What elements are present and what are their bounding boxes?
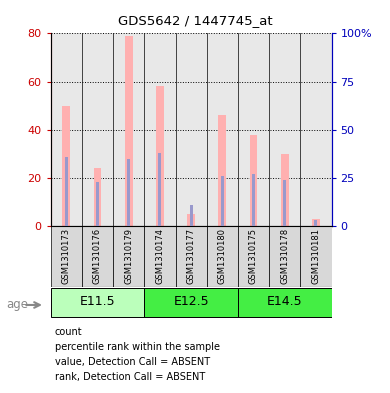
Bar <box>187 214 195 226</box>
Text: GSM1310177: GSM1310177 <box>186 228 196 285</box>
Text: percentile rank within the sample: percentile rank within the sample <box>55 342 220 352</box>
Bar <box>300 33 332 226</box>
Bar <box>238 226 269 287</box>
Bar <box>125 36 133 226</box>
Text: GSM1310176: GSM1310176 <box>93 228 102 285</box>
Bar <box>252 174 255 226</box>
Bar <box>190 205 193 226</box>
Bar <box>281 154 289 226</box>
Bar <box>156 86 164 226</box>
Bar <box>207 226 238 287</box>
Bar <box>144 33 176 226</box>
Text: GSM1310181: GSM1310181 <box>311 228 321 285</box>
Text: GSM1310174: GSM1310174 <box>155 228 165 285</box>
Bar <box>144 226 176 287</box>
Bar <box>176 33 207 226</box>
Text: GSM1310179: GSM1310179 <box>124 228 133 285</box>
Bar <box>113 226 144 287</box>
Bar <box>158 153 161 226</box>
Text: GSM1310180: GSM1310180 <box>218 228 227 285</box>
Bar <box>238 288 332 317</box>
Bar <box>283 180 286 226</box>
Text: GSM1310175: GSM1310175 <box>249 228 258 285</box>
Bar <box>62 106 70 226</box>
Bar <box>82 33 113 226</box>
Bar <box>314 220 317 226</box>
Text: E11.5: E11.5 <box>80 296 115 309</box>
Bar <box>94 168 101 226</box>
Text: GDS5642 / 1447745_at: GDS5642 / 1447745_at <box>118 14 272 27</box>
Text: rank, Detection Call = ABSENT: rank, Detection Call = ABSENT <box>55 372 205 382</box>
Text: E14.5: E14.5 <box>267 296 303 309</box>
Bar <box>218 115 226 226</box>
Bar <box>250 134 257 226</box>
Bar <box>127 158 130 226</box>
Bar <box>113 33 144 226</box>
Bar <box>207 33 238 226</box>
Text: age: age <box>6 298 28 311</box>
Text: E12.5: E12.5 <box>173 296 209 309</box>
Bar <box>144 288 238 317</box>
Text: count: count <box>55 327 82 337</box>
Bar <box>269 33 300 226</box>
Bar <box>51 33 82 226</box>
Text: GSM1310178: GSM1310178 <box>280 228 289 285</box>
Bar <box>65 157 68 226</box>
Bar <box>96 182 99 226</box>
Text: GSM1310173: GSM1310173 <box>62 228 71 285</box>
Bar <box>176 226 207 287</box>
Bar <box>51 288 144 317</box>
Bar <box>300 226 332 287</box>
Text: value, Detection Call = ABSENT: value, Detection Call = ABSENT <box>55 357 210 367</box>
Bar <box>82 226 113 287</box>
Bar <box>51 226 82 287</box>
Bar <box>269 226 300 287</box>
Bar <box>238 33 269 226</box>
Bar <box>312 219 320 226</box>
Bar <box>221 176 224 226</box>
